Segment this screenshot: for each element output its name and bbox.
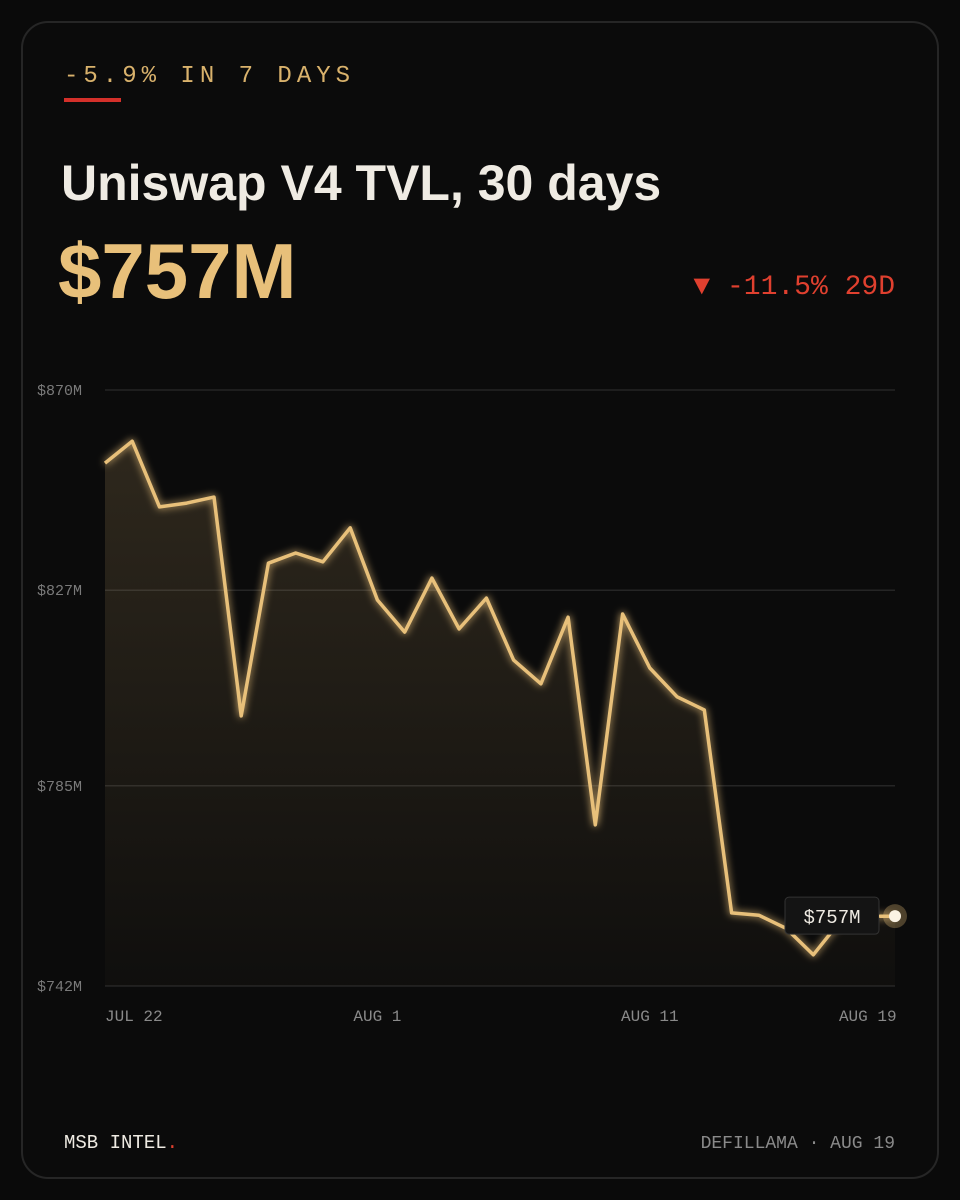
x-tick-label: AUG 1 [353,1008,401,1026]
headline-value: $757M [58,227,297,315]
x-tick-label: JUL 22 [105,1008,163,1026]
x-tick-label: AUG 11 [621,1008,679,1026]
tooltip-label: $757M [803,907,860,929]
y-tick-label: $785M [37,779,82,796]
tag-underline [64,98,121,102]
y-tick-label: $827M [37,583,82,600]
area [105,441,895,986]
change: ▼ -11.5% 29D [693,272,895,303]
plot: $742M $785M $827M $870M JUL 22 AUG 1 AUG 11 AUG… [37,383,907,1026]
y-tick-label: $870M [37,383,82,400]
line [103,439,895,957]
brand: MSB INTEL. [64,1132,178,1154]
y-tick-label: $742M [37,979,82,996]
x-tick-label: AUG 19 [839,1008,897,1026]
brand-name: MSB INTEL [64,1132,167,1154]
source: DEFILLAMA · AUG 19 [701,1134,895,1154]
end-point [889,910,901,923]
title: Uniswap V4 TVL, 30 days [61,155,661,211]
tag: -5.9% IN 7 DAYS [64,63,355,90]
brand-mark: . [167,1132,178,1154]
